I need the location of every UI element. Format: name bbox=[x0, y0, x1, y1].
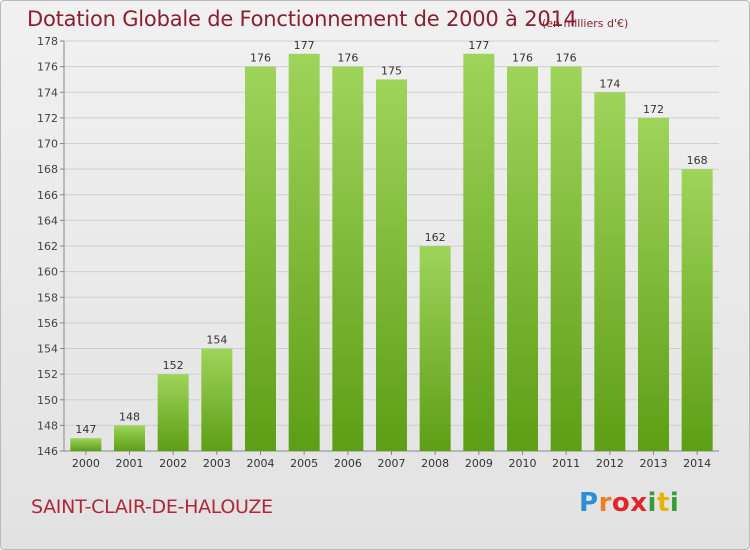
y-tick-label: 160 bbox=[37, 266, 58, 279]
x-tick-label: 2014 bbox=[683, 457, 711, 470]
chart-title: Dotation Globale de Fonctionnement de 20… bbox=[27, 7, 577, 31]
x-tick-label: 2013 bbox=[640, 457, 668, 470]
bar-value-label: 147 bbox=[75, 423, 96, 436]
data-labels: 147 148 152 154 176 177 176 175 162 177 176 176 174 1… bbox=[75, 39, 707, 436]
commune-name: SAINT-CLAIR-DE-HALOUZE bbox=[31, 496, 273, 518]
x-tick-label: 2001 bbox=[116, 457, 144, 470]
bar-value-label: 152 bbox=[163, 359, 184, 372]
y-tick-label: 170 bbox=[37, 138, 58, 151]
y-tick-label: 158 bbox=[37, 291, 58, 304]
x-tick-label: 2007 bbox=[378, 457, 406, 470]
x-tick-label: 2003 bbox=[203, 457, 231, 470]
x-tick-label: 2008 bbox=[421, 457, 449, 470]
y-tick-label: 156 bbox=[37, 317, 58, 330]
y-tick-label: 174 bbox=[37, 86, 58, 99]
bars bbox=[70, 53, 713, 451]
y-tick-label: 168 bbox=[37, 163, 58, 176]
bar bbox=[463, 53, 495, 451]
bar-value-label: 172 bbox=[643, 103, 664, 116]
bar bbox=[681, 169, 713, 451]
bar bbox=[114, 425, 145, 451]
bar bbox=[419, 246, 451, 451]
bar-value-label: 175 bbox=[381, 64, 402, 77]
y-tick-label: 166 bbox=[37, 189, 58, 202]
bar bbox=[550, 66, 582, 451]
bar-value-label: 176 bbox=[250, 52, 271, 65]
y-tick-label: 154 bbox=[37, 343, 58, 356]
bar-value-label: 176 bbox=[337, 52, 358, 65]
x-tick-label: 2002 bbox=[159, 457, 187, 470]
y-tick-labels: 146 148 150 152 154 156 158 160 162 164 166 168 170 1… bbox=[37, 35, 58, 458]
bar-value-label: 176 bbox=[556, 52, 577, 65]
bar bbox=[157, 374, 189, 451]
y-tick-label: 146 bbox=[37, 445, 58, 458]
bar bbox=[70, 438, 102, 451]
bar-value-label: 177 bbox=[468, 39, 489, 52]
x-tick-label: 2009 bbox=[465, 457, 493, 470]
y-tick-label: 164 bbox=[37, 214, 58, 227]
x-tick-label: 2004 bbox=[247, 457, 275, 470]
y-tick-label: 172 bbox=[37, 112, 58, 125]
bar-value-label: 148 bbox=[119, 410, 140, 423]
bar-value-label: 154 bbox=[206, 334, 227, 347]
bar-value-label: 174 bbox=[599, 77, 620, 90]
bar-value-label: 176 bbox=[512, 52, 533, 65]
x-tick-label: 2010 bbox=[509, 457, 537, 470]
bar bbox=[332, 66, 364, 451]
bar-value-label: 168 bbox=[687, 154, 708, 167]
x-tick-label: 2012 bbox=[596, 457, 624, 470]
bar bbox=[376, 79, 407, 451]
bar bbox=[288, 53, 320, 451]
chart-subtitle: (en milliers d'€) bbox=[542, 17, 629, 30]
y-tick-label: 178 bbox=[37, 35, 58, 48]
bar bbox=[245, 66, 276, 451]
y-tick-label: 162 bbox=[37, 240, 58, 253]
x-tick-label: 2011 bbox=[552, 457, 580, 470]
bar bbox=[638, 117, 669, 451]
x-tick-labels: 2000 2001 2002 2003 2004 2005 2006 2007 2008 2009… bbox=[72, 451, 711, 470]
proxiti-logo: Proxiti bbox=[579, 488, 680, 518]
bar-value-label: 177 bbox=[294, 39, 315, 52]
x-tick-label: 2000 bbox=[72, 457, 100, 470]
y-tick-label: 148 bbox=[37, 419, 58, 432]
bar bbox=[594, 92, 626, 451]
x-tick-label: 2006 bbox=[334, 457, 362, 470]
bar-value-label: 162 bbox=[425, 231, 446, 244]
bar bbox=[201, 348, 233, 451]
y-tick-label: 152 bbox=[37, 368, 58, 381]
y-tick-label: 150 bbox=[37, 394, 58, 407]
y-tick-label: 176 bbox=[37, 61, 58, 74]
bar bbox=[507, 66, 538, 451]
x-tick-label: 2005 bbox=[290, 457, 318, 470]
